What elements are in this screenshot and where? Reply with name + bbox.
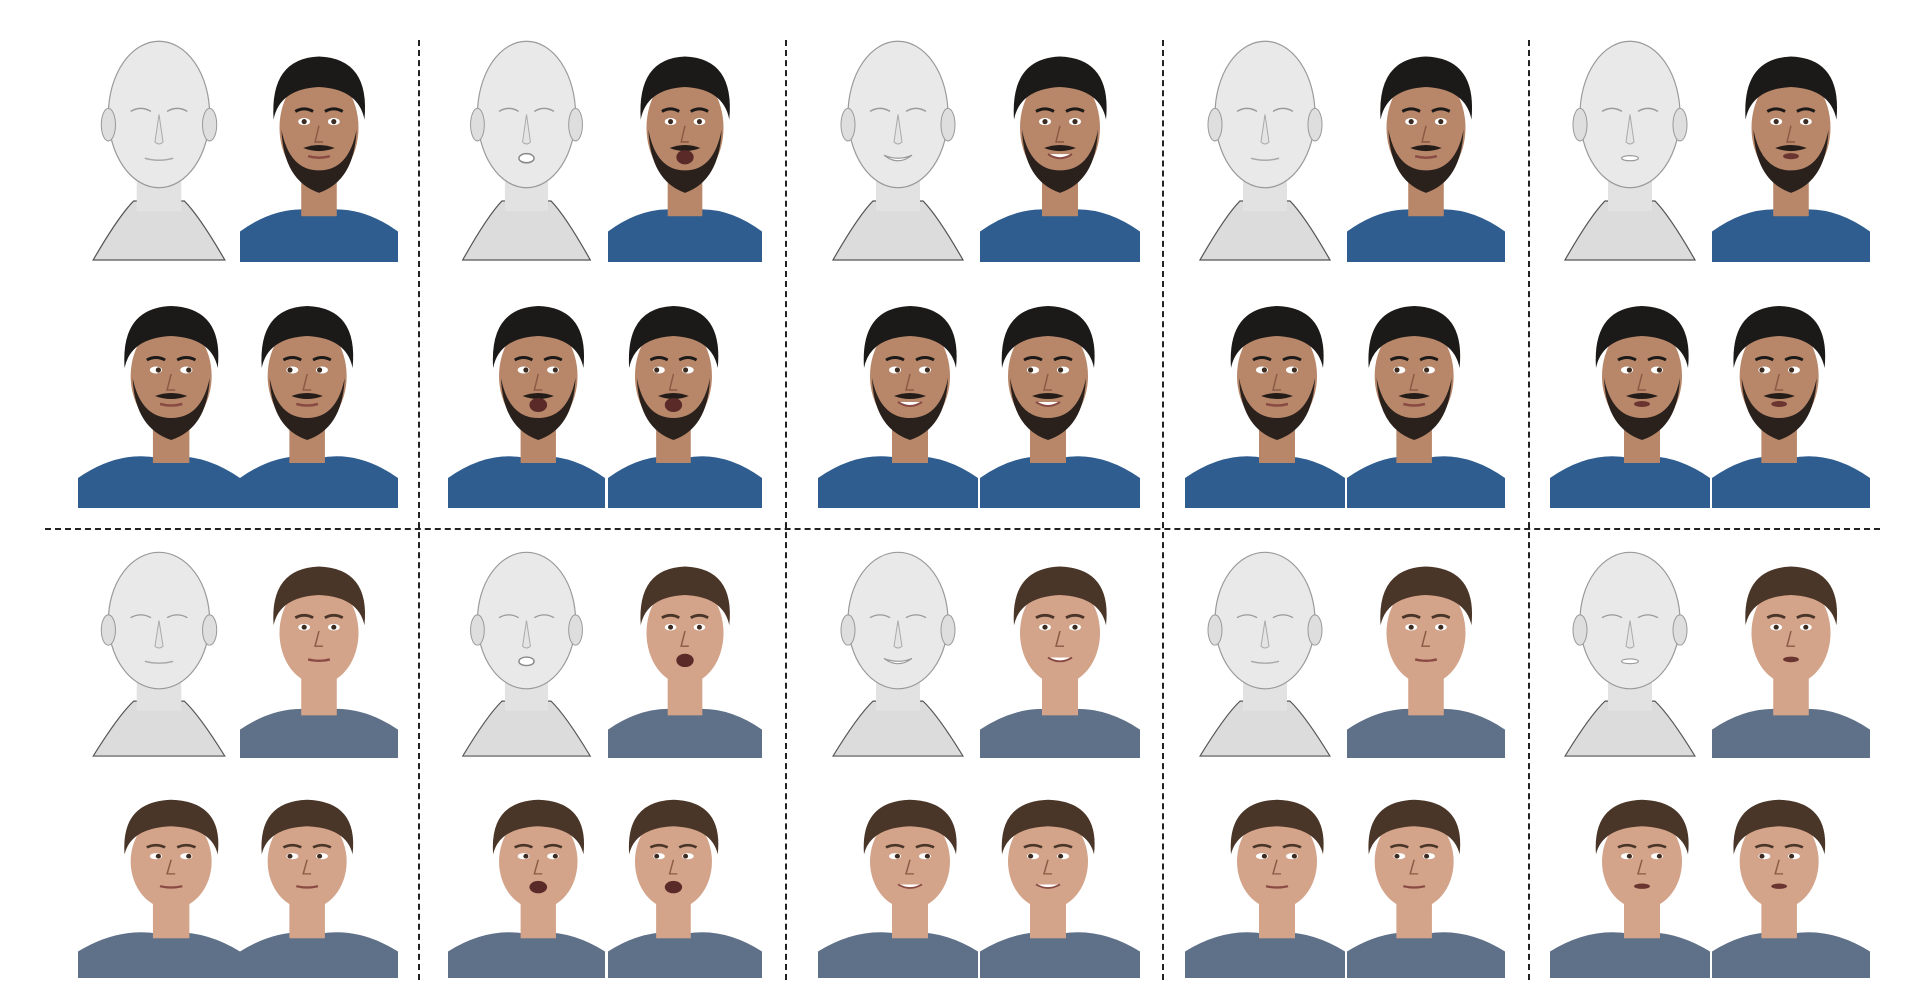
photo-right-s2-c4 (1347, 775, 1505, 978)
column-divider-1 (418, 40, 420, 980)
photo-front-s2-c4 (1347, 540, 1505, 758)
mesh-render-s2-c1 (78, 540, 240, 758)
photo-right-s1-c2 (608, 278, 762, 508)
mesh-render-s1-c2 (448, 28, 605, 262)
photo-left-s2-c2 (448, 775, 605, 978)
photo-left-s1-c1 (78, 278, 240, 508)
column-divider-4 (1528, 40, 1530, 980)
photo-left-s1-c2 (448, 278, 605, 508)
photo-left-s1-c5 (1550, 278, 1710, 508)
photo-right-s1-c1 (240, 278, 398, 508)
mesh-render-s1-c3 (818, 28, 978, 262)
mesh-render-s2-c2 (448, 540, 605, 758)
photo-left-s2-c1 (78, 775, 240, 978)
mesh-render-s1-c5 (1550, 28, 1710, 262)
photo-front-s2-c3 (980, 540, 1140, 758)
mesh-render-s2-c5 (1550, 540, 1710, 758)
photo-front-s1-c2 (608, 28, 762, 262)
mesh-render-s1-c4 (1185, 28, 1345, 262)
photo-right-s2-c5 (1712, 775, 1870, 978)
mesh-render-s2-c4 (1185, 540, 1345, 758)
photo-left-s2-c4 (1185, 775, 1345, 978)
row-divider (45, 528, 1880, 530)
photo-front-s2-c1 (240, 540, 398, 758)
photo-front-s1-c5 (1712, 28, 1870, 262)
photo-front-s2-c2 (608, 540, 762, 758)
column-divider-2 (785, 40, 787, 980)
photo-right-s2-c1 (240, 775, 398, 978)
photo-left-s2-c5 (1550, 775, 1710, 978)
photo-left-s2-c3 (818, 775, 978, 978)
photo-left-s1-c4 (1185, 278, 1345, 508)
column-divider-3 (1162, 40, 1164, 980)
photo-front-s2-c5 (1712, 540, 1870, 758)
photo-right-s1-c3 (980, 278, 1140, 508)
mesh-render-s1-c1 (78, 28, 240, 262)
mesh-render-s2-c3 (818, 540, 978, 758)
photo-right-s1-c5 (1712, 278, 1870, 508)
photo-left-s1-c3 (818, 278, 978, 508)
photo-right-s1-c4 (1347, 278, 1505, 508)
photo-front-s1-c3 (980, 28, 1140, 262)
photo-right-s2-c2 (608, 775, 762, 978)
photo-front-s1-c1 (240, 28, 398, 262)
photo-right-s2-c3 (980, 775, 1140, 978)
photo-front-s1-c4 (1347, 28, 1505, 262)
